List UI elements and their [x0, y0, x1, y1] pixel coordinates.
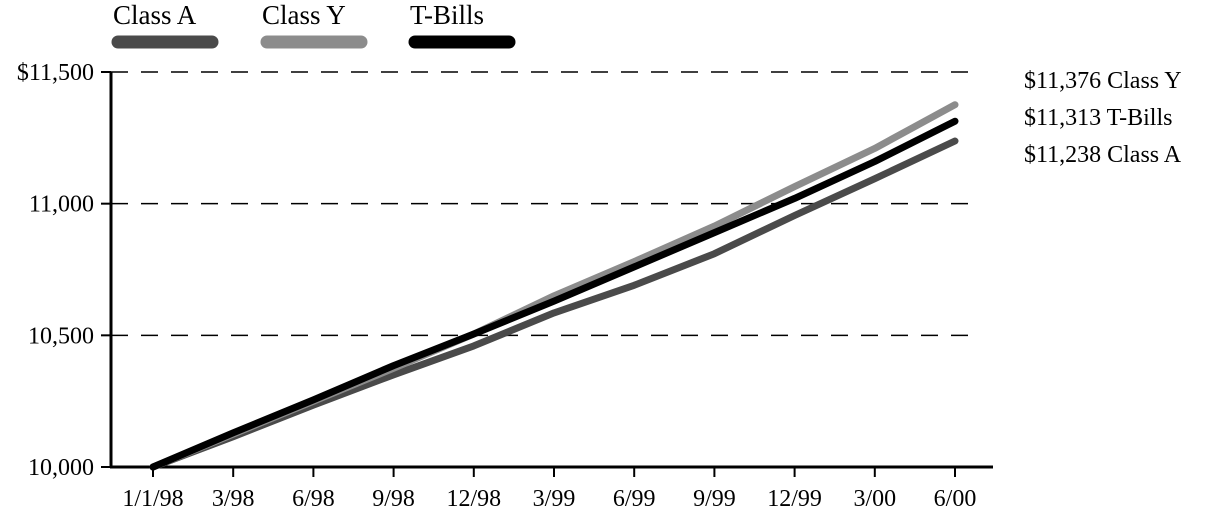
axes: [109, 72, 993, 469]
legend-label: Class A: [113, 0, 197, 30]
series-lines: [149, 101, 959, 471]
x-tick-label: 6/99: [613, 486, 656, 512]
x-tick-label: 6/00: [934, 486, 977, 512]
y-axis-ticks: 10,000 10,500 11,000 $11,500: [17, 60, 111, 481]
y-tick-label: 11,000: [29, 192, 94, 218]
x-tick-label: 9/99: [693, 486, 736, 512]
y-tick-label: $11,500: [17, 60, 94, 86]
x-tick-label: 3/98: [212, 486, 255, 512]
x-tick-label: 1/1/98: [122, 486, 183, 512]
x-axis-ticks: 1/1/98 3/98 6/98 9/98 12/98 3/99 6/99 9/99 12/99…: [122, 467, 976, 512]
x-tick-label: 12/98: [446, 486, 501, 512]
legend: Class A Class Y T-Bills: [111, 0, 516, 49]
x-tick-label: 3/99: [533, 486, 576, 512]
y-tick-label: 10,500: [28, 323, 94, 349]
end-label: $11,313 T-Bills: [1024, 105, 1172, 131]
x-tick-label: 12/99: [767, 486, 822, 512]
gridlines: [111, 71, 975, 337]
end-labels: $11,376 Class Y $11,313 T-Bills $11,238 Cl…: [1024, 68, 1182, 168]
end-label: $11,376 Class Y: [1024, 68, 1182, 94]
series-line-t-bills: [149, 117, 959, 471]
end-label: $11,238 Class A: [1024, 142, 1182, 168]
y-tick-label: 10,000: [28, 455, 94, 481]
x-tick-label: 6/98: [292, 486, 335, 512]
x-tick-label: 9/98: [372, 486, 415, 512]
legend-label: T-Bills: [410, 0, 484, 30]
x-tick-label: 3/00: [853, 486, 896, 512]
legend-label: Class Y: [262, 0, 346, 30]
